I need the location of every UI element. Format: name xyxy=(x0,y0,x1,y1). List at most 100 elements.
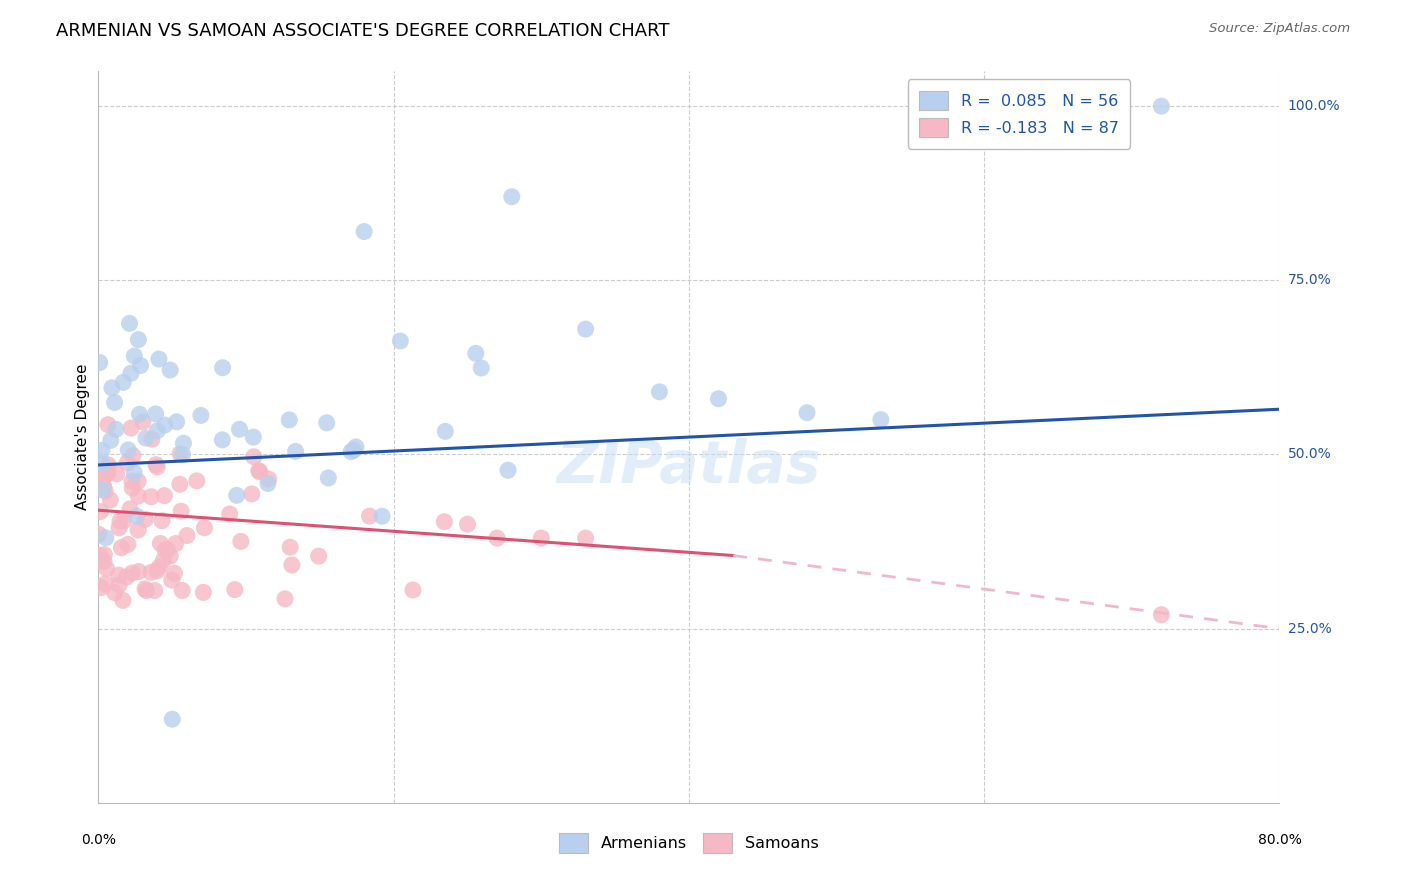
Point xyxy=(1150,99,1173,113)
Point xyxy=(211,360,233,375)
Point xyxy=(94,484,117,499)
Point xyxy=(110,541,132,555)
Point xyxy=(128,407,150,421)
Point xyxy=(186,474,208,488)
Point xyxy=(496,463,519,477)
Point xyxy=(115,456,138,470)
Point xyxy=(111,593,134,607)
Point xyxy=(225,488,247,502)
Point xyxy=(97,417,120,432)
Point xyxy=(153,417,176,432)
Point xyxy=(122,449,145,463)
Point xyxy=(94,465,117,479)
Point xyxy=(193,521,215,535)
Point xyxy=(94,577,117,591)
Point xyxy=(115,570,138,584)
Point xyxy=(353,225,375,239)
Point xyxy=(433,515,456,529)
Point xyxy=(104,585,127,599)
Point xyxy=(97,466,120,480)
Point xyxy=(153,489,176,503)
Point xyxy=(127,333,149,347)
Point xyxy=(166,415,188,429)
Text: 50.0%: 50.0% xyxy=(1288,448,1331,461)
Point xyxy=(127,523,149,537)
Point xyxy=(91,457,114,471)
Point xyxy=(117,442,139,457)
Point xyxy=(257,476,280,491)
Point xyxy=(159,549,181,563)
Point xyxy=(162,712,183,726)
Point xyxy=(129,359,152,373)
Point xyxy=(170,504,193,518)
Point xyxy=(108,578,131,592)
Point xyxy=(148,352,170,367)
Point xyxy=(501,190,523,204)
Point xyxy=(146,424,169,438)
Point xyxy=(121,481,143,495)
Point xyxy=(122,466,145,480)
Point xyxy=(141,432,163,446)
Point xyxy=(247,464,270,478)
Point xyxy=(486,531,509,545)
Point xyxy=(93,479,115,493)
Point xyxy=(93,548,115,562)
Point xyxy=(190,409,212,423)
Point xyxy=(389,334,412,348)
Point xyxy=(464,346,486,360)
Point xyxy=(89,548,111,562)
Point xyxy=(127,475,149,489)
Point xyxy=(120,366,142,380)
Point xyxy=(108,521,131,535)
Point xyxy=(91,443,114,458)
Point xyxy=(141,490,163,504)
Point xyxy=(112,376,135,390)
Point xyxy=(150,514,173,528)
Point xyxy=(134,512,156,526)
Point xyxy=(278,540,301,554)
Point xyxy=(146,564,169,578)
Point xyxy=(146,459,169,474)
Point xyxy=(127,489,149,503)
Point xyxy=(530,531,553,545)
Text: 25.0%: 25.0% xyxy=(1288,622,1331,636)
Point xyxy=(318,471,340,485)
Point xyxy=(648,384,671,399)
Point xyxy=(278,413,301,427)
Text: 100.0%: 100.0% xyxy=(1288,99,1340,113)
Point xyxy=(796,406,818,420)
Point xyxy=(240,487,263,501)
Point xyxy=(1150,607,1173,622)
Point xyxy=(101,381,124,395)
Point xyxy=(173,436,195,450)
Point xyxy=(128,565,150,579)
Point xyxy=(172,448,194,462)
Point xyxy=(242,430,264,444)
Point xyxy=(107,568,129,582)
Point xyxy=(89,505,111,519)
Legend: Armenians, Samoans: Armenians, Samoans xyxy=(551,825,827,861)
Point xyxy=(149,536,172,550)
Point xyxy=(153,542,176,557)
Point xyxy=(340,444,363,458)
Point xyxy=(359,509,381,524)
Point xyxy=(257,472,280,486)
Text: Source: ZipAtlas.com: Source: ZipAtlas.com xyxy=(1209,22,1350,36)
Point xyxy=(156,542,179,557)
Point xyxy=(165,536,187,550)
Point xyxy=(121,475,143,489)
Point xyxy=(344,440,367,454)
Point xyxy=(243,450,266,464)
Point xyxy=(89,355,111,369)
Text: ARMENIAN VS SAMOAN ASSOCIATE'S DEGREE CORRELATION CHART: ARMENIAN VS SAMOAN ASSOCIATE'S DEGREE CO… xyxy=(56,22,669,40)
Text: 75.0%: 75.0% xyxy=(1288,273,1331,287)
Point xyxy=(163,566,186,581)
Point xyxy=(281,558,304,572)
Point xyxy=(284,444,307,458)
Point xyxy=(176,528,198,542)
Point xyxy=(315,416,337,430)
Point xyxy=(308,549,330,563)
Point xyxy=(135,583,157,598)
Point xyxy=(93,471,115,485)
Y-axis label: Associate's Degree: Associate's Degree xyxy=(75,364,90,510)
